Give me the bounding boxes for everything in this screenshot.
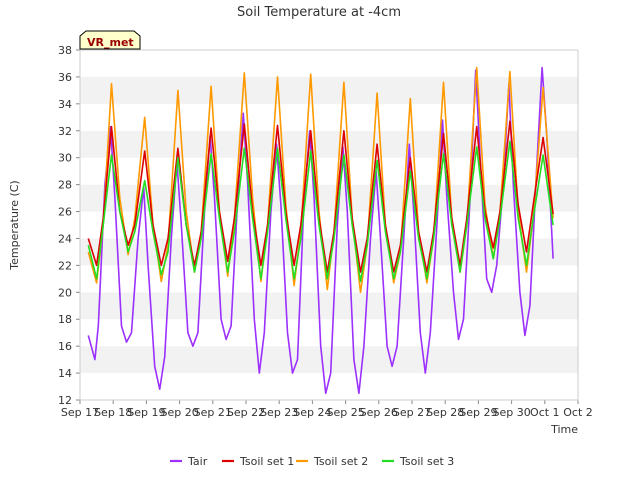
legend-label: Tair xyxy=(187,455,208,468)
x-tick-label: Sep 21 xyxy=(194,406,232,419)
grid-band xyxy=(80,292,578,320)
x-tick-label: Sep 18 xyxy=(94,406,132,419)
legend: Tair Tsoil set 1 Tsoil set 2 Tsoil set 3 xyxy=(170,455,454,468)
y-tick-label: 16 xyxy=(58,340,72,353)
x-tick-label: Sep 30 xyxy=(492,406,530,419)
x-tick-label: Sep 19 xyxy=(127,406,165,419)
series-line-tair xyxy=(87,66,554,395)
x-tick-label: Sep 26 xyxy=(360,406,398,419)
y-tick-label: 20 xyxy=(58,286,72,299)
y-tick-label: 24 xyxy=(58,232,72,245)
x-tick-label: Sep 29 xyxy=(459,406,497,419)
grid-band xyxy=(80,130,578,158)
y-tick-label: 14 xyxy=(58,367,72,380)
y-tick-label: 28 xyxy=(58,179,72,192)
y-tick-label: 38 xyxy=(58,44,72,57)
grid-band xyxy=(80,157,578,185)
y-axis-title: Temperature (C) xyxy=(8,180,21,270)
x-tick-label: Sep 17 xyxy=(61,406,99,419)
y-tick-label: 12 xyxy=(58,394,72,407)
station-tag-label: VR_met xyxy=(87,36,134,49)
y-tick-label: 18 xyxy=(58,313,72,326)
grid-band xyxy=(80,319,578,347)
legend-label: Tsoil set 3 xyxy=(399,455,454,468)
x-axis-title: Time xyxy=(550,423,578,436)
series-lines xyxy=(87,66,554,395)
series-line-tsoil-set-3 xyxy=(87,140,554,283)
y-tick-label: 32 xyxy=(58,125,72,138)
x-tick-label: Sep 22 xyxy=(227,406,265,419)
y-tick-label: 26 xyxy=(58,206,72,219)
y-tick-label: 22 xyxy=(58,259,72,272)
chart-title: Soil Temperature at -4cm xyxy=(237,5,401,20)
y-tick-label: 34 xyxy=(58,98,72,111)
y-tick-label: 30 xyxy=(58,152,72,165)
legend-label: Tsoil set 1 xyxy=(239,455,294,468)
plot-frame xyxy=(79,49,579,401)
grid-band xyxy=(80,211,578,239)
grid-band xyxy=(80,103,578,131)
grid-band xyxy=(80,50,578,77)
x-tick-label: Sep 23 xyxy=(260,406,298,419)
grid-band xyxy=(80,76,578,104)
x-tick-label: Oct 1 xyxy=(530,406,560,419)
legend-label: Tsoil set 2 xyxy=(313,455,368,468)
x-tick-label: Sep 28 xyxy=(426,406,464,419)
station-tag-box xyxy=(79,30,141,50)
y-tick-label: 36 xyxy=(58,71,72,84)
x-tick-label: Sep 27 xyxy=(393,406,431,419)
background-bands xyxy=(80,50,578,400)
x-tick-label: Sep 25 xyxy=(326,406,364,419)
grid-band xyxy=(80,184,578,212)
x-tick-label: Sep 24 xyxy=(293,406,331,419)
station-tag: VR_met xyxy=(79,30,141,50)
x-tick-label: Sep 20 xyxy=(160,406,198,419)
x-tick-label: Oct 2 xyxy=(563,406,593,419)
y-axis-ticks: 12 14 16 18 20 22 24 26 28 30 32 34 36 38 xyxy=(58,44,80,407)
